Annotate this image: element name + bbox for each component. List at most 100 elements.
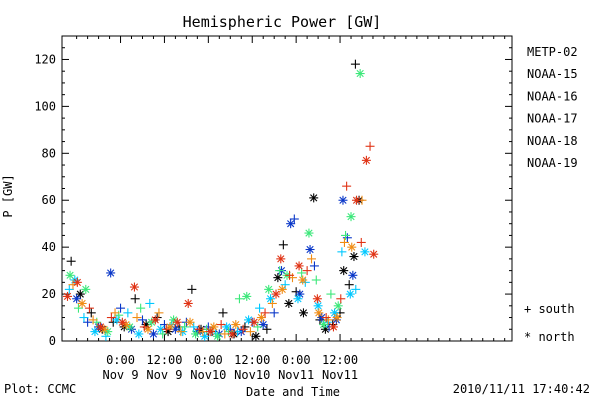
- marker-stroke: [361, 248, 369, 256]
- north-marker: [150, 315, 160, 325]
- south-marker: [275, 266, 285, 276]
- south-marker: [123, 308, 133, 318]
- marker-stroke: [157, 325, 165, 333]
- south-marker: [291, 287, 301, 297]
- x-axis-label: Date and Time: [246, 385, 340, 399]
- south-marker: [145, 298, 155, 308]
- south-marker: [342, 233, 352, 243]
- south-marker: [114, 310, 124, 320]
- marker-stroke: [352, 196, 361, 204]
- x-tick-date-label: Nov 9: [102, 368, 138, 382]
- south-marker: [234, 294, 244, 304]
- north-marker: [227, 329, 237, 339]
- north-marker: [183, 298, 193, 308]
- marker-stroke: [244, 316, 253, 324]
- north-marker: [62, 291, 72, 301]
- marker-legend-entry: * north: [524, 330, 575, 344]
- marker-stroke: [319, 320, 328, 329]
- marker-stroke: [299, 309, 308, 317]
- marker-stroke: [277, 255, 285, 263]
- north-marker: [172, 317, 182, 327]
- legend-entry: NOAA-15: [527, 67, 578, 81]
- south-marker: [73, 303, 83, 313]
- south-marker: [154, 308, 164, 318]
- south-marker: [88, 315, 98, 325]
- marker-stroke: [362, 156, 371, 164]
- legend-entry: NOAA-17: [527, 112, 578, 126]
- north-marker: [328, 322, 338, 332]
- north-marker: [256, 313, 266, 323]
- x-tick-date-label: Nov10: [234, 368, 270, 382]
- north-marker: [129, 282, 139, 292]
- legend-entry: NOAA-16: [527, 89, 578, 103]
- south-marker: [223, 327, 233, 337]
- marker-stroke: [329, 323, 338, 331]
- north-marker: [352, 195, 362, 205]
- north-marker: [286, 219, 296, 229]
- north-marker: [314, 308, 324, 318]
- marker-stroke: [313, 295, 321, 303]
- legend-entry: NOAA-18: [527, 134, 578, 148]
- north-marker: [332, 313, 342, 323]
- south-marker: [307, 254, 317, 264]
- marker-stroke: [285, 299, 293, 308]
- south-marker: [255, 303, 265, 313]
- north-marker: [298, 275, 308, 285]
- marker-stroke: [294, 295, 302, 303]
- marker-stroke: [265, 285, 273, 294]
- south-marker: [341, 230, 351, 240]
- y-tick-label: 80: [42, 146, 56, 160]
- marker-stroke: [122, 320, 130, 329]
- north-marker: [106, 268, 116, 278]
- marker-stroke: [73, 295, 81, 303]
- marker-stroke: [340, 266, 348, 275]
- y-tick-label: 40: [42, 240, 56, 254]
- north-marker: [258, 320, 268, 330]
- south-marker: [158, 329, 168, 339]
- x-tick-label: 0:00: [282, 353, 311, 367]
- south-marker: [311, 275, 321, 285]
- south-marker: [350, 59, 360, 69]
- north-marker: [200, 331, 210, 341]
- marker-stroke: [257, 313, 266, 322]
- south-marker: [116, 303, 126, 313]
- marker-stroke: [272, 290, 280, 298]
- data-points: [62, 59, 379, 341]
- x-tick-label: 0:00: [194, 353, 223, 367]
- marker-stroke: [223, 323, 231, 331]
- south-marker: [176, 327, 186, 337]
- south-marker: [323, 315, 333, 325]
- north-marker: [277, 284, 287, 294]
- south-marker: [344, 280, 354, 290]
- south-marker: [309, 261, 319, 271]
- south-marker: [351, 284, 361, 294]
- marker-stroke: [66, 271, 74, 279]
- south-marker: [216, 320, 226, 330]
- north-marker: [309, 193, 319, 203]
- north-marker: [333, 301, 343, 311]
- south-marker: [322, 317, 332, 327]
- north-marker: [81, 284, 91, 294]
- north-marker: [117, 317, 127, 327]
- north-marker: [77, 298, 87, 308]
- south-marker: [238, 324, 248, 334]
- south-marker: [267, 298, 277, 308]
- marker-stroke: [63, 292, 72, 301]
- south-marker: [218, 308, 228, 318]
- marker-stroke: [305, 229, 313, 237]
- south-marker: [262, 324, 272, 334]
- south-marker: [356, 237, 366, 247]
- north-marker: [319, 320, 329, 330]
- north-marker: [95, 322, 105, 332]
- north-marker: [147, 317, 157, 327]
- north-marker: [72, 294, 82, 304]
- marker-stroke: [213, 332, 222, 340]
- plot-timestamp: 2010/11/11 17:40:42: [452, 382, 590, 396]
- south-marker: [86, 308, 96, 318]
- marker-stroke: [186, 318, 194, 326]
- marker-stroke: [287, 220, 295, 228]
- north-marker: [242, 291, 252, 301]
- plot-credit: Plot: CCMC: [4, 382, 77, 396]
- marker-stroke: [349, 271, 357, 279]
